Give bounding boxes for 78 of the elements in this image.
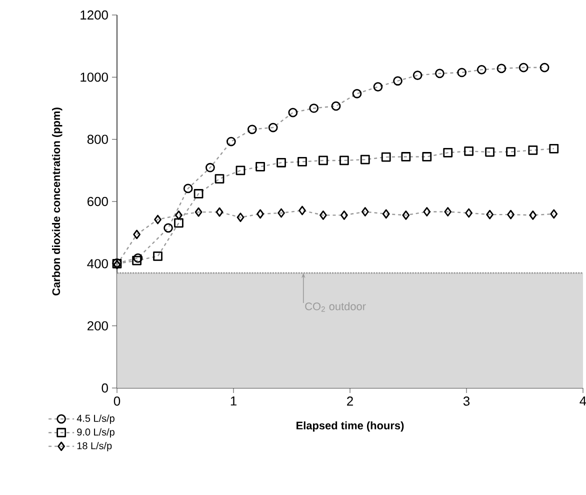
point: [278, 208, 285, 218]
legend-label: 9.0 L/s/p: [77, 428, 114, 438]
point: [457, 68, 467, 78]
point: [373, 82, 383, 92]
point: [402, 210, 410, 220]
point: [236, 166, 246, 176]
point: [247, 124, 257, 134]
legend-label: 4.5 L/s/p: [76, 414, 114, 424]
x-tick-label: 3: [463, 396, 470, 406]
point: [133, 253, 143, 263]
point: [465, 208, 473, 218]
point: [529, 210, 537, 220]
legend-label: 18 L/s/p: [77, 442, 112, 452]
point: [288, 108, 298, 118]
point: [175, 210, 182, 220]
point: [549, 144, 559, 154]
point: [268, 122, 278, 132]
point: [485, 147, 494, 157]
y-tick-label: 800: [87, 134, 108, 144]
point: [154, 214, 162, 224]
point: [412, 70, 422, 80]
point: [194, 207, 202, 217]
point: [361, 207, 369, 216]
point: [183, 184, 193, 194]
point: [216, 207, 224, 217]
y-tick-label: 600: [88, 196, 108, 206]
point: [226, 136, 236, 146]
point: [133, 230, 140, 240]
point: [393, 76, 402, 86]
point: [528, 146, 538, 155]
point: [309, 104, 319, 113]
point: [194, 189, 204, 198]
point: [422, 152, 432, 162]
point: [443, 148, 453, 158]
x-tick-label: 0: [114, 396, 120, 406]
point: [132, 256, 142, 266]
point: [550, 209, 558, 219]
point: [153, 252, 162, 261]
point: [320, 210, 327, 220]
point: [496, 64, 506, 74]
point: [298, 206, 306, 216]
point: [214, 174, 224, 184]
point: [540, 62, 550, 72]
point: [506, 147, 516, 156]
y-tick-label: 1000: [80, 72, 108, 82]
point: [340, 210, 348, 220]
point: [331, 101, 341, 111]
point: [423, 207, 431, 216]
point: [518, 62, 528, 72]
point: [444, 207, 452, 216]
point: [486, 210, 494, 220]
point: [256, 162, 265, 172]
point: [318, 156, 328, 166]
ref-line-label: CO$_{2}$ outdoor: [305, 302, 366, 312]
point: [435, 68, 444, 78]
point: [206, 162, 215, 172]
y-tick-label: 0: [102, 383, 108, 393]
y-axis-title: Carbon dioxide concentration (ppm): [52, 108, 62, 296]
point: [298, 157, 307, 166]
y-tick-label: 1200: [80, 10, 108, 20]
x-tick-label: 1: [230, 396, 236, 406]
point: [382, 209, 390, 219]
point: [276, 158, 286, 168]
point: [352, 88, 362, 98]
point: [476, 65, 486, 74]
point: [256, 209, 264, 219]
point: [236, 212, 244, 222]
point: [401, 152, 411, 162]
point: [339, 156, 349, 166]
point: [507, 210, 514, 220]
y-tick-label: 200: [88, 321, 108, 330]
x-tick-label: 2: [347, 396, 353, 406]
x-tick-label: 4: [580, 396, 586, 406]
point: [360, 154, 370, 164]
point: [381, 152, 391, 162]
x-axis-title: Elapsed time (hours): [296, 421, 404, 432]
y-tick-label: 400: [87, 259, 108, 268]
point: [464, 146, 474, 156]
